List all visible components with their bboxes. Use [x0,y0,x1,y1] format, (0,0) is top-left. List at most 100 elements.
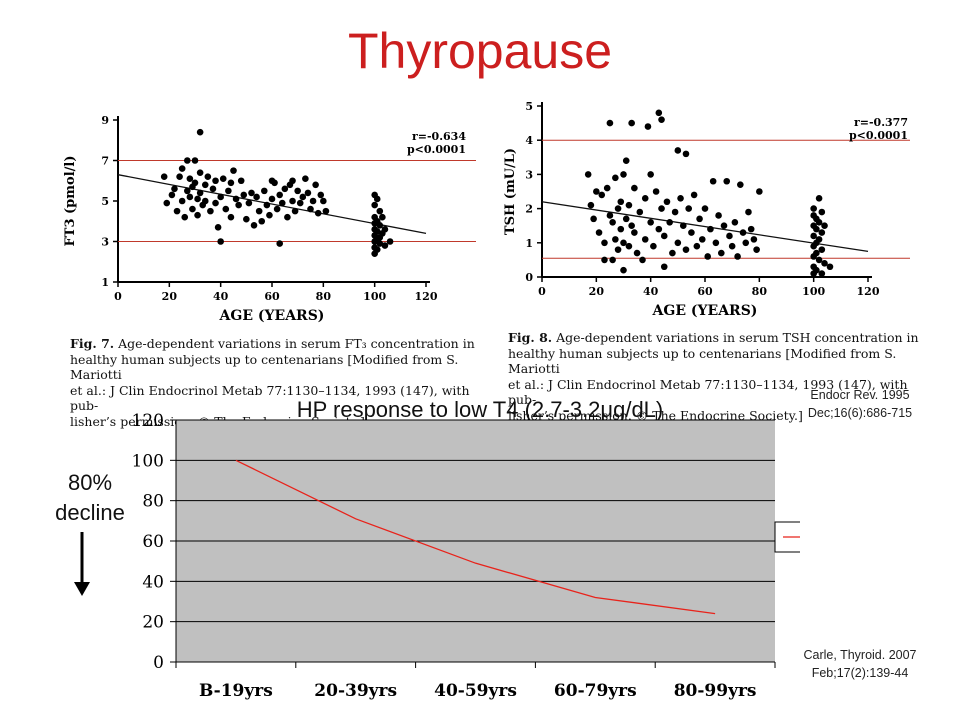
ft3-data-point [371,201,378,209]
tsh-data-point [690,191,698,199]
ft3-data-point [268,195,276,203]
tsh-y-tick-label: 4 [525,134,533,147]
x-tick-label: 80-99yrs [674,681,757,701]
ft3-data-point [207,207,214,215]
tsh-data-point [674,147,682,154]
ft3-data-point [196,189,204,197]
tsh-x-tick-label: 40 [643,285,659,298]
tsh-data-point [652,188,660,195]
tsh-data-point [633,249,641,257]
tsh-data-point [590,215,597,223]
ft3-data-point [168,191,176,199]
ft3-data-point [201,197,209,205]
tsh-data-point [682,246,690,253]
tsh-series-line [235,459,716,615]
tsh-data-point [620,239,627,247]
tsh-data-point [747,225,755,233]
ft3-data-point [294,187,301,195]
tsh-y-axis-label: TSH (mU/L) [503,148,518,235]
tsh-data-point [679,222,687,229]
tsh-data-point [753,246,760,253]
tsh-data-point [696,215,703,223]
ft3-data-point [322,207,330,215]
ft3-data-point [289,177,296,185]
tsh-data-point [818,229,826,236]
tsh-data-point [612,174,619,182]
tsh-data-point [693,242,701,250]
tsh-data-point [631,184,638,192]
ft3-data-point [250,222,258,229]
ft3-data-point [232,195,240,203]
tsh-data-point [728,242,736,250]
citation-line: Endocr Rev. 1995 [810,388,910,402]
figure-7-caption-line: et al.: J Clin Endocrinol Metab 77:1130–… [70,382,470,414]
tsh-data-point [587,201,595,209]
tsh-data-point [818,208,826,216]
tsh-data-point [609,256,616,264]
ft3-data-point [253,193,260,201]
tsh-data-point [658,205,665,212]
tsh-data-point [603,184,611,192]
x-tick-label: 40-59yrs [434,681,517,701]
ft3-data-point [276,240,283,247]
ft3-data-point [271,179,278,187]
tsh-data-point [628,222,635,229]
tsh-data-point [609,218,616,226]
tsh-data-point [813,266,820,274]
citation-line: Dec;16(6):686-715 [807,406,913,420]
tsh-data-point [614,246,622,253]
figure-7-caption-line: healthy human subjects up to centenarian… [70,351,459,383]
tsh-data-point [655,109,663,117]
tsh-data-point [818,270,826,277]
tsh-data-point [815,236,823,243]
ft3-data-point [281,185,289,193]
tsh-r-annotation: r=-0.377 [854,116,908,129]
ft3-y-axis-label: FT3 (pmol/l) [63,156,78,247]
ft3-data-point [245,199,253,207]
tsh-data-point [647,171,654,178]
tsh-x-tick-label: 120 [857,285,880,298]
ft3-data-point [317,191,325,199]
figure-8-prefix: Fig. 8. [508,330,553,345]
y-tick-label: 60 [142,532,164,552]
ft3-data-point [225,187,232,195]
tsh-x-axis-label: AGE (YEARS) [652,303,758,319]
ft3-data-point [173,207,181,215]
tsh-x-tick-label: 100 [802,285,825,298]
tsh-data-point [815,256,823,264]
ft3-data-point [171,185,178,193]
ft3-data-point [381,226,389,233]
ft3-data-point [312,181,319,189]
ft3-data-point [320,197,327,205]
slide-title: Thyropause [347,23,613,79]
ft3-data-point [376,207,384,215]
ft3-data-point [184,157,191,164]
tsh-data-point [598,191,606,199]
tsh-data-point [821,222,828,229]
tsh-data-point [674,239,682,247]
tsh-data-point [663,198,671,206]
ft3-data-point [248,189,255,197]
ft3-data-point [160,173,168,180]
tsh-data-point [715,212,722,219]
ft3-y-tick-label: 3 [101,236,109,249]
tsh-data-point [606,119,614,127]
tsh-data-point [601,239,608,247]
ft3-data-point [376,222,384,229]
ft3-data-point [196,169,204,176]
tsh-data-point [601,256,608,264]
tsh-data-point [726,232,733,240]
ft3-x-tick-label: 60 [264,290,280,303]
tsh-x-tick-label: 20 [589,285,605,298]
figure-8-caption-line: healthy human subjects up to centenarian… [508,345,897,377]
figure-8-caption-line: Age-dependent variations in serum TSH co… [556,330,919,345]
tsh-data-point [625,201,633,209]
tsh-data-point [617,225,625,233]
tsh-data-point [636,208,644,216]
ft3-data-point [230,167,237,174]
figure-7-prefix: Fig. 7. [70,336,115,351]
ft3-x-tick-label: 120 [415,290,438,303]
decline-percent: 80% [67,470,113,495]
down-arrow-icon [74,532,90,596]
ft3-data-point [189,205,196,213]
